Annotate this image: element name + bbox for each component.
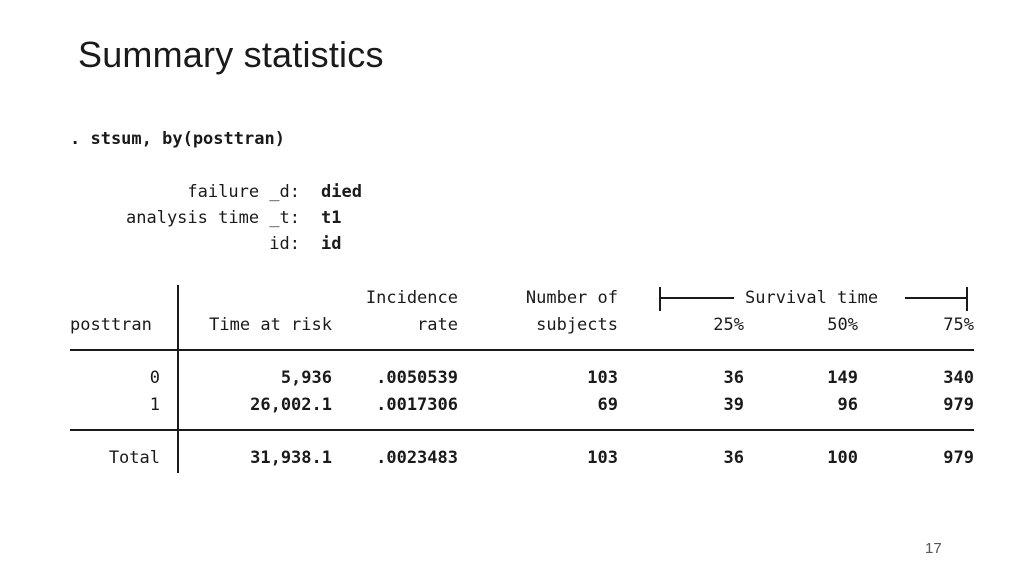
setting-value-id: id [321, 234, 342, 254]
page-number: 17 [925, 540, 942, 557]
row-subjects: 103 [587, 368, 618, 388]
setting-value-failure: died [321, 182, 362, 202]
setting-label-failure: failure _d: [187, 182, 300, 202]
header-group-var: posttran [70, 315, 152, 335]
header-time-at-risk: Time at risk [209, 315, 332, 335]
survival-bracket-right [966, 287, 968, 311]
row-p25: 36 [723, 368, 744, 388]
total-time-at-risk: 31,938.1 [250, 448, 332, 468]
total-p25: 36 [723, 448, 744, 468]
header-subjects-line1: Number of [525, 288, 618, 308]
row-p25: 39 [723, 395, 744, 415]
header-incidence-line1: Incidence [365, 288, 458, 308]
row-group: 0 [149, 368, 160, 388]
row-p50: 96 [837, 395, 858, 415]
total-rule [70, 429, 974, 431]
total-subjects: 103 [587, 448, 618, 468]
header-p75: 75% [943, 315, 974, 335]
row-incidence-rate: .0050539 [376, 368, 458, 388]
row-p75: 340 [943, 368, 974, 388]
row-subjects: 69 [597, 395, 618, 415]
survival-bracket-left [659, 287, 661, 311]
row-time-at-risk: 26,002.1 [250, 395, 332, 415]
survival-bracket-line-right [905, 297, 967, 299]
total-incidence-rate: .0023483 [376, 448, 458, 468]
setting-label-id: id: [269, 234, 300, 254]
total-p50: 100 [827, 448, 858, 468]
header-survival-time: Survival time [745, 288, 879, 308]
header-p25: 25% [713, 315, 744, 335]
setting-label-analysis-time: analysis time _t: [126, 208, 300, 228]
row-p75: 979 [943, 395, 974, 415]
header-rule [70, 349, 974, 351]
slide-title: Summary statistics [78, 34, 384, 75]
row-incidence-rate: .0017306 [376, 395, 458, 415]
setting-value-analysis-time: t1 [321, 208, 342, 228]
stata-command: . stsum, by(posttran) [70, 129, 285, 149]
header-subjects-line2: subjects [536, 315, 618, 335]
row-group: 1 [149, 395, 160, 415]
total-p75: 979 [943, 448, 974, 468]
total-label: Total [108, 448, 160, 468]
row-time-at-risk: 5,936 [280, 368, 332, 388]
row-p50: 149 [827, 368, 858, 388]
group-column-divider [177, 285, 179, 473]
header-incidence-line2: rate [417, 315, 458, 335]
survival-bracket-line-left [660, 297, 734, 299]
header-p50: 50% [827, 315, 858, 335]
